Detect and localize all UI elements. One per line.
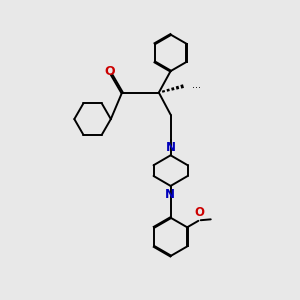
Text: N: N <box>166 140 176 154</box>
Text: N: N <box>165 188 175 201</box>
Text: O: O <box>104 64 115 78</box>
Text: O: O <box>194 206 204 219</box>
Text: ...: ... <box>192 80 201 90</box>
